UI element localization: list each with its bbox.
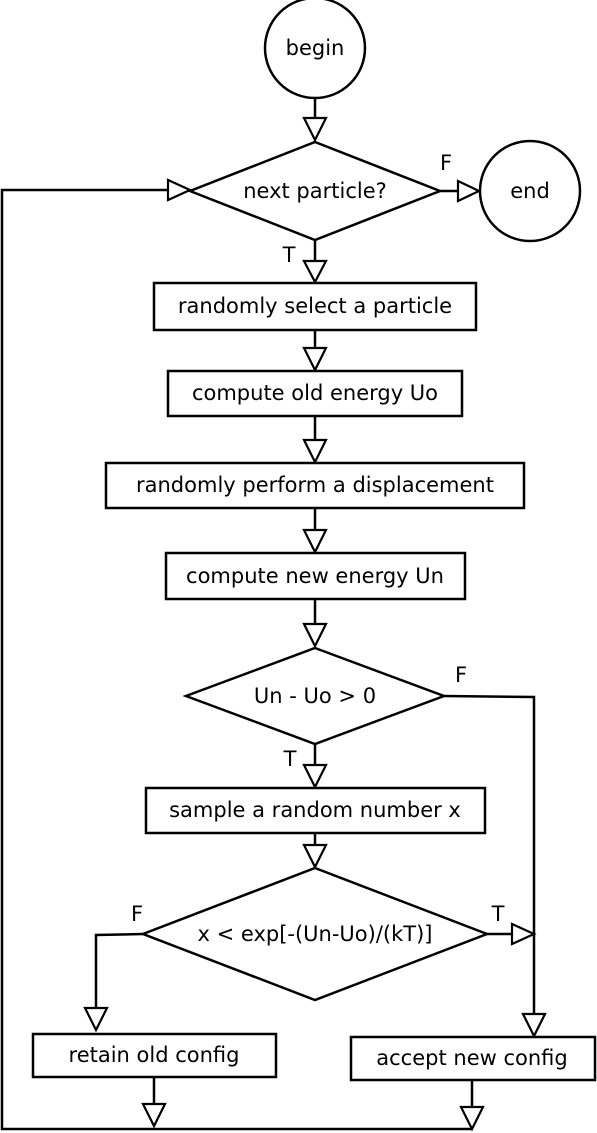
- displacement-label: randomly perform a displacement: [136, 473, 494, 497]
- accept-config-label: accept new config: [376, 1046, 567, 1070]
- arrowhead-into-end: [456, 179, 482, 203]
- arrowhead-into-new: [302, 528, 328, 555]
- arrowhead-retain-down: [141, 1102, 167, 1129]
- arrowhead-into-displace: [302, 438, 328, 465]
- next-particle-diamond: [186, 140, 444, 242]
- energy-false-label: F: [455, 663, 467, 687]
- edge-check-false-path: [443, 694, 536, 1014]
- arrowhead-into-old: [302, 346, 328, 373]
- end-label: end: [510, 179, 550, 203]
- next-true-label: T: [282, 243, 296, 267]
- energy-check-diamond: [182, 646, 448, 746]
- node-select-particle: randomly select a particle: [152, 281, 478, 332]
- node-energy-check: Un - Uo > 0: [182, 646, 448, 746]
- new-energy-label: compute new energy Un: [186, 564, 444, 588]
- node-accept-config: accept new config: [349, 1035, 597, 1082]
- node-begin: begin: [263, 0, 367, 100]
- node-metropolis-check: x < exp[-(Un-Uo)/(kT)]: [139, 866, 491, 1002]
- retain-config-box: [31, 1032, 278, 1079]
- new-energy-box: [164, 551, 467, 601]
- old-energy-label: compute old energy Uo: [192, 381, 438, 405]
- edge-metro-false-path: [94, 932, 144, 1008]
- arrowhead-into-check: [302, 622, 328, 649]
- node-next-particle: next particle?: [186, 140, 444, 242]
- arrowhead-accept-down: [459, 1105, 485, 1132]
- next-false-label: F: [440, 151, 452, 175]
- arrowheads: [83, 116, 547, 1132]
- node-retain-config: retain old config: [31, 1032, 278, 1079]
- end-circle: [478, 139, 582, 243]
- retain-config-label: retain old config: [69, 1043, 240, 1067]
- node-end: end: [478, 139, 582, 243]
- select-particle-box: [152, 281, 478, 332]
- connectors: [0, 86, 536, 1131]
- node-displacement: randomly perform a displacement: [104, 461, 526, 510]
- arrowhead-into-next: [302, 116, 328, 143]
- node-new-energy: compute new energy Un: [164, 551, 467, 601]
- old-energy-box: [166, 369, 464, 418]
- arrowhead-metro-true: [510, 922, 537, 946]
- node-old-energy: compute old energy Uo: [166, 369, 464, 418]
- energy-true-label: T: [283, 747, 297, 771]
- accept-config-box: [349, 1035, 597, 1082]
- metropolis-check-diamond: [139, 866, 491, 1002]
- metropolis-check-label: x < exp[-(Un-Uo)/(kT)]: [198, 922, 433, 946]
- energy-check-label: Un - Uo > 0: [254, 684, 376, 708]
- select-particle-label: randomly select a particle: [178, 294, 452, 318]
- begin-circle: [263, 0, 367, 100]
- sample-random-label: sample a random number x: [169, 798, 461, 822]
- metropolis-false-label: F: [131, 902, 143, 926]
- sample-random-box: [144, 786, 487, 835]
- arrowhead-into-select: [302, 259, 328, 285]
- arrowhead-into-retain: [83, 1006, 109, 1033]
- edge-labels: F T F T F T: [131, 151, 505, 926]
- arrowhead-into-sample: [302, 763, 328, 790]
- arrowhead-into-accept: [521, 1012, 547, 1039]
- displacement-box: [104, 461, 526, 510]
- node-sample-random: sample a random number x: [144, 786, 487, 835]
- arrowhead-into-metro: [302, 843, 328, 870]
- metropolis-true-label: T: [491, 902, 505, 926]
- arrowhead-loop-back: [166, 178, 193, 202]
- begin-label: begin: [286, 36, 345, 60]
- edge-loop-back: [0, 188, 472, 1131]
- next-particle-label: next particle?: [243, 179, 387, 203]
